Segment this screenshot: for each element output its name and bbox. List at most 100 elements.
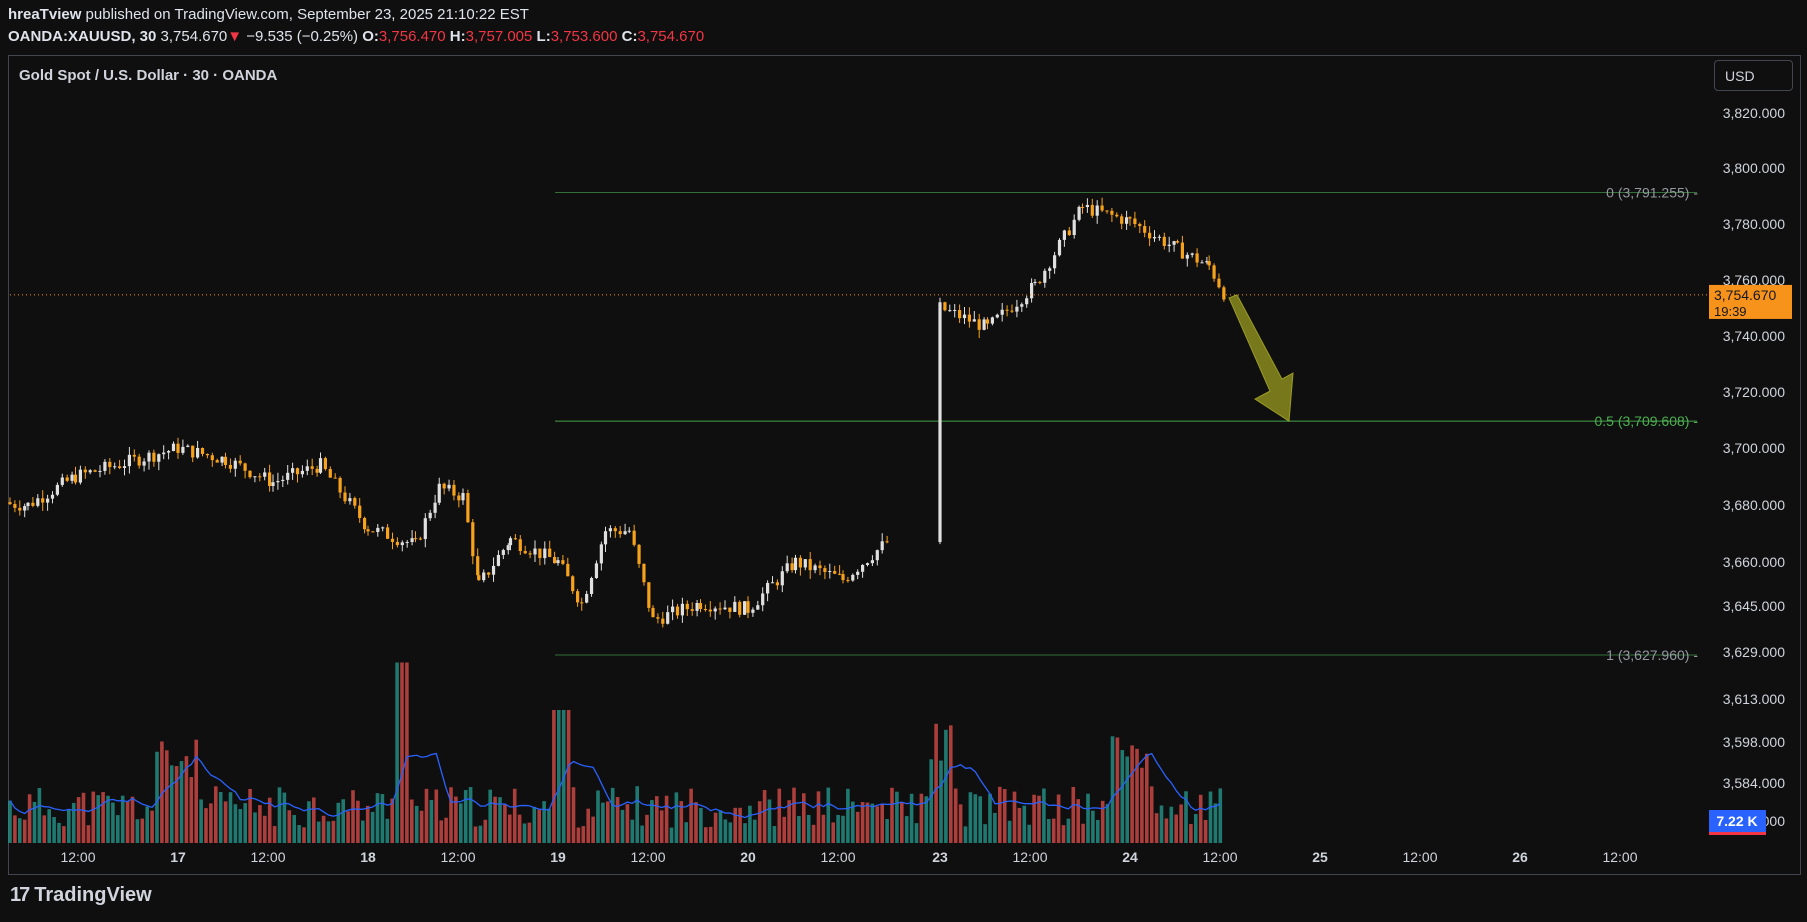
candle-body [248,470,252,478]
candle-body [333,477,337,479]
volume-bar [419,810,424,843]
volume-bar [380,794,385,843]
candle-body [603,531,608,545]
candle-body [766,582,770,594]
volume-bar [86,825,91,843]
candle-body [127,454,131,467]
candle-body [291,468,295,473]
price-axis-tick: 3,820.000 [1723,105,1785,121]
candle-body [477,575,481,581]
volume-bar [625,804,630,843]
author-name[interactable]: hreaTview [8,6,82,23]
symbol-label[interactable]: OANDA:XAUUSD, 30 [8,28,157,45]
volume-bar [1184,791,1188,843]
volume-bar [944,729,948,843]
volume-bar [1091,810,1095,843]
volume-bar [963,826,968,843]
volume-bar [1061,825,1066,843]
close-value: 3,754.670 [637,28,705,45]
candle-body [637,544,641,564]
time-axis-tick: 12:00 [1602,849,1637,865]
candle-body [972,319,976,322]
candle-body [718,608,722,610]
tradingview-logo[interactable]: 17 TradingView [10,884,152,907]
candle-body [780,571,784,586]
volume-bar [674,792,679,843]
volume-tag-value: 7.22 K [1716,813,1757,829]
candle-body [315,468,319,473]
open-value: 3,756.470 [378,28,446,45]
candle-body [167,451,171,453]
volume-bar [483,819,488,843]
candle-body [938,302,942,543]
volume-bar [890,787,894,843]
candle-body [413,538,418,540]
volume-bar [1164,818,1169,843]
volume-bar [615,797,620,843]
volume-bar [459,803,463,843]
volume-bar [851,801,855,843]
candle-body [743,601,747,615]
candle-body [386,527,390,539]
volume-bar [1149,786,1154,843]
candle-body [191,445,195,458]
candle-body [751,609,755,613]
high-value: 3,757.005 [465,28,533,45]
volume-bar [1110,736,1115,843]
candle-body [608,528,612,532]
candle-body [171,443,176,452]
volume-bar [552,710,556,843]
candle-body [599,544,603,564]
chart-frame[interactable] [8,55,1801,875]
candle-body [1077,206,1081,220]
candle-body [566,563,570,577]
volume-bar [664,795,669,843]
volume-bar [1051,818,1056,843]
volume-bar [179,761,184,843]
candle-body [1062,230,1066,240]
candle-body [1217,278,1221,288]
volume-bar [635,786,639,843]
candle-body [627,530,631,532]
time-axis-tick: 12:00 [820,849,855,865]
volume-bar [576,827,581,843]
candle-body [556,560,560,564]
currency-button[interactable]: USD [1714,60,1793,91]
volume-bar [1012,791,1017,843]
candle-body [953,310,957,312]
candle-body [841,574,845,581]
candle-body [366,529,370,532]
candle-body [553,557,557,564]
volume-bar [336,802,341,843]
price-axis-tick: 3,800.000 [1723,160,1785,176]
countdown-label: 19:39 [1714,304,1747,319]
volume-bar [326,821,331,843]
candle-body [1033,281,1037,283]
volume-bar [640,825,644,843]
candle-body [671,606,675,613]
volume-bar [797,815,801,843]
volume-bar [468,787,473,843]
price-axis-tick: 3,780.000 [1723,216,1785,232]
volume-bar [581,826,586,843]
candle-body [157,454,161,462]
volume-bar [1027,824,1031,843]
candle-body [661,618,665,624]
volume-bar [537,809,541,843]
volume-bar [32,801,37,843]
volume-bar [630,819,635,843]
volume-bar [904,816,909,843]
candle-body [271,482,275,486]
volume-bar [718,810,723,843]
time-axis-tick: 20 [740,849,756,865]
volume-bar [312,797,316,843]
volume-bar [341,799,345,843]
volume-bar [238,809,243,843]
candle-body [589,578,594,594]
volume-bar [233,804,238,843]
volume-bar [787,800,791,843]
candle-body [73,474,78,483]
low-value: 3,753.600 [550,28,618,45]
volume-bar [395,662,399,843]
